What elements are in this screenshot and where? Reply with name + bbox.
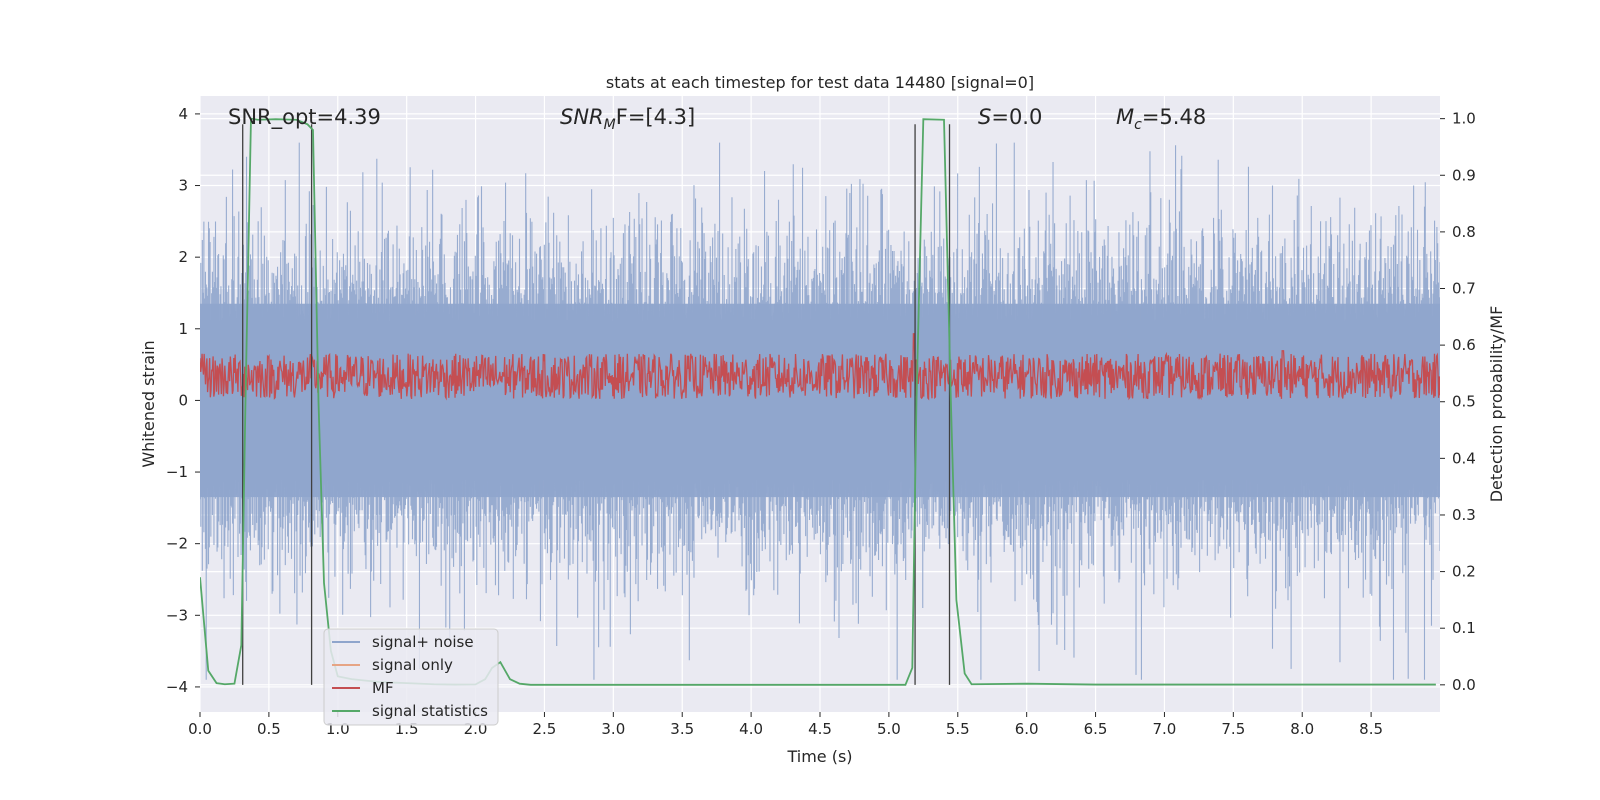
y-right-tick-label: 0.6 (1452, 336, 1476, 354)
y-right-tick-label: 0.5 (1452, 393, 1476, 411)
signal-noise-series (200, 142, 1440, 680)
y-tick-label: −4 (166, 678, 188, 696)
legend-entry-mf: MF (372, 679, 394, 697)
annotation-mc: Mc=5.48 (1116, 105, 1206, 133)
y-axis-label: Whitened strain (139, 340, 158, 467)
x-tick-label: 7.5 (1221, 720, 1245, 738)
signal-statistics-series (200, 117, 1436, 686)
mf-line (200, 333, 1440, 401)
x-tick-label: 3.0 (601, 720, 625, 738)
x-tick-label: 6.0 (1015, 720, 1039, 738)
y-right-tick-label: 1.0 (1452, 110, 1476, 128)
y-axis-right-ticks: 0.0 0.1 0.2 0.3 0.4 0.5 0.6 0.7 0.8 0.9 1.0 (1440, 110, 1476, 694)
y-tick-label: −3 (166, 606, 188, 624)
signal-statistics-line (200, 117, 1436, 686)
x-tick-label: 6.5 (1084, 720, 1108, 738)
x-axis-ticks: 0.0 0.5 1.0 1.5 2.0 2.5 3.0 3.5 4.0 4.5 5.0 5.5 6.0 6… (188, 712, 1383, 738)
x-axis-label: Time (s) (786, 747, 852, 766)
x-tick-label: 4.5 (808, 720, 832, 738)
legend-box (323, 628, 499, 726)
y-tick-label: 0 (178, 391, 188, 409)
legend: signal+ noise signal only MF signal stat… (323, 628, 499, 726)
legend-entry-signal-statistics: signal statistics (372, 702, 488, 720)
y-right-tick-label: 0.1 (1452, 619, 1476, 637)
x-tick-label: 0.0 (188, 720, 212, 738)
legend-entry-signal-only: signal only (372, 656, 453, 674)
mf-series (200, 333, 1440, 401)
annotation-snr-opt: SNR_opt=4.39 (228, 105, 381, 130)
annotation-s: S=0.0 (978, 105, 1042, 129)
y-tick-label: 4 (178, 105, 188, 123)
y-right-tick-label: 0.3 (1452, 506, 1476, 524)
x-tick-label: 8.5 (1359, 720, 1383, 738)
y-right-tick-label: 0.2 (1452, 563, 1476, 581)
x-tick-label: 2.5 (533, 720, 557, 738)
x-tick-label: 5.0 (877, 720, 901, 738)
y-right-tick-label: 0.7 (1452, 280, 1476, 298)
y-right-tick-label: 0.0 (1452, 676, 1476, 694)
y-axis-ticks: −4 −3 −2 −1 0 1 2 3 4 (166, 105, 200, 696)
y-tick-label: 3 (178, 177, 188, 195)
y-right-tick-label: 0.8 (1452, 223, 1476, 241)
legend-entry-signal-noise: signal+ noise (372, 633, 474, 651)
y-right-tick-label: 0.9 (1452, 166, 1476, 184)
x-tick-label: 3.5 (670, 720, 694, 738)
x-tick-label: 8.0 (1290, 720, 1314, 738)
chart-title: stats at each timestep for test data 144… (606, 73, 1034, 92)
y-tick-label: −1 (166, 463, 188, 481)
x-tick-label: 5.5 (946, 720, 970, 738)
y-right-tick-label: 0.4 (1452, 449, 1476, 467)
y-tick-label: 1 (178, 320, 188, 338)
annotation-snr-mf: SNRMF=[4.3] (560, 105, 695, 133)
x-tick-label: 7.0 (1153, 720, 1177, 738)
y-tick-label: −2 (166, 535, 188, 553)
x-tick-label: 0.5 (257, 720, 281, 738)
x-tick-label: 4.0 (739, 720, 763, 738)
y-tick-label: 2 (178, 248, 188, 266)
y-axis-right-label: Detection probability/MF (1487, 306, 1506, 503)
